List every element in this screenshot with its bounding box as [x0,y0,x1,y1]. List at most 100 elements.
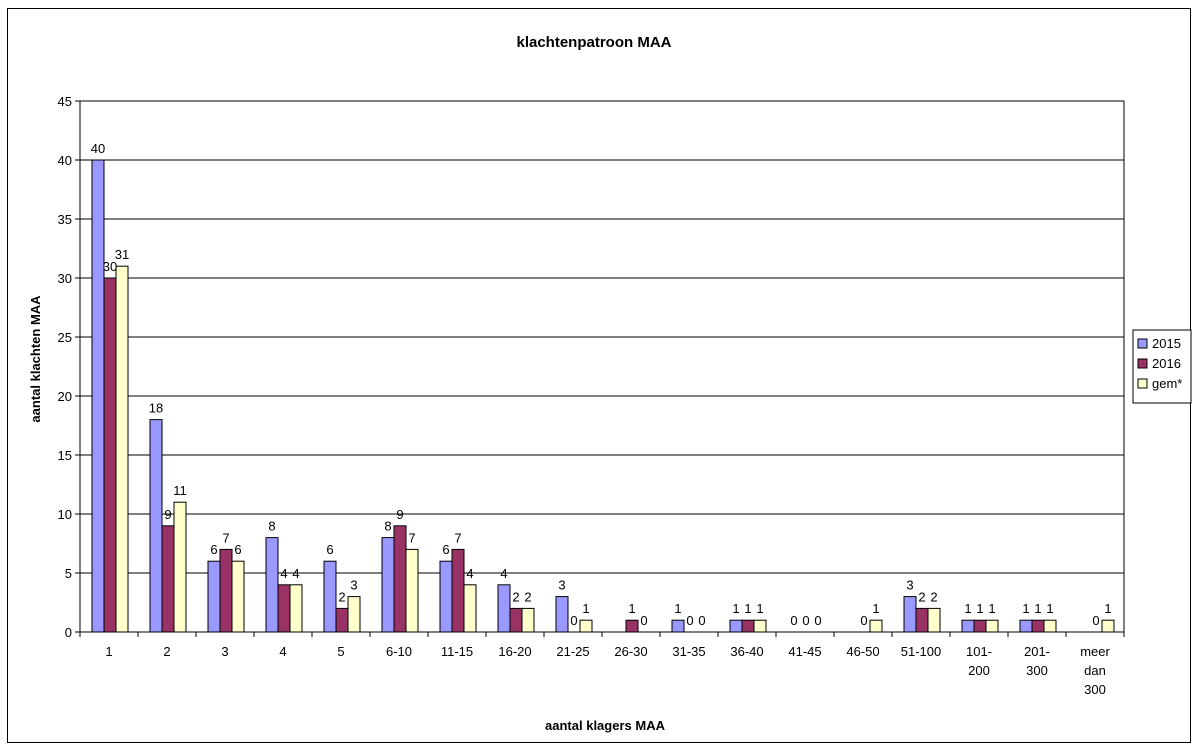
data-label: 1 [756,601,763,616]
x-tick-label: dan [1084,663,1106,678]
x-axis-title: aantal klagers MAA [545,718,666,733]
data-label: 0 [802,613,809,628]
bar-gem [985,619,999,633]
y-tick-label: 10 [58,507,72,522]
data-label: 8 [384,519,391,534]
y-tick-label: 0 [65,625,72,640]
bar-2016 [161,525,175,633]
bar-gem [173,501,187,633]
bar-2016 [393,525,407,633]
bar-2016 [277,584,291,633]
bar-2016 [103,277,117,633]
data-label: 11 [173,483,187,498]
x-tick-label: 6-10 [386,644,412,659]
bar-2015 [903,596,917,633]
data-label: 2 [512,589,519,604]
bar-2016 [219,548,233,633]
x-tick-label: 201- [1024,644,1050,659]
x-tick-label: 41-45 [788,644,821,659]
legend-label: 2016 [1152,356,1181,371]
data-label: 2 [338,589,345,604]
bar-2016 [915,607,929,633]
bar-2016 [1031,619,1045,633]
y-tick-label: 40 [58,153,72,168]
data-label: 8 [268,519,275,534]
data-label: 4 [466,566,473,581]
data-label: 2 [930,589,937,604]
y-tick-label: 5 [65,566,72,581]
data-label: 1 [674,601,681,616]
bar-gem [231,560,245,633]
data-label: 0 [640,613,647,628]
bar-2016 [451,548,465,633]
x-tick-labels: 1 2 3 4 5 6-10 11-15 16-20 21-25 26-30 31-35 36-40 4… [79,632,1125,697]
data-label: 7 [222,530,229,545]
y-tick-label: 25 [58,330,72,345]
y-tick-label: 30 [58,271,72,286]
x-tick-label: 5 [337,644,344,659]
x-tick-label: 21-25 [556,644,589,659]
bar-gem [347,596,361,633]
x-tick-label: 36-40 [730,644,763,659]
y-axis-title: aantal klachten MAA [28,295,43,423]
bar-2015 [439,560,453,633]
x-tick-label: 51-100 [901,644,941,659]
data-label: 1 [1022,601,1029,616]
x-tick-label: 3 [221,644,228,659]
bar-2015 [149,419,163,633]
bar-2015 [265,537,279,633]
data-label: 6 [326,542,333,557]
bar-2015 [729,619,743,633]
chart-title: klachtenpatroon MAA [516,34,671,51]
y-tick-label: 35 [58,212,72,227]
x-tick-label: 31-35 [672,644,705,659]
bar-gem [927,607,941,633]
data-label: 3 [558,578,565,593]
bar-gem [289,584,303,633]
x-tick-label: 1 [105,644,112,659]
data-label: 1 [1104,601,1111,616]
x-tick-label: 26-30 [614,644,647,659]
y-tick-label: 15 [58,448,72,463]
bar-2015 [323,560,337,633]
data-label: 0 [570,613,577,628]
x-tick-label: 16-20 [498,644,531,659]
x-tick-label: 4 [279,644,286,659]
data-label: 7 [408,530,415,545]
bar-gem [579,619,593,633]
bar-gem [521,607,535,633]
bar-gem [1101,619,1115,633]
data-label: 6 [234,542,241,557]
bar-2016 [335,607,349,633]
legend: 2015 2016 gem* [1132,329,1192,404]
data-label: 4 [500,566,507,581]
bar-gem [1043,619,1057,633]
bar-2015 [555,596,569,633]
data-label: 18 [149,401,163,416]
y-tick-label: 45 [58,94,72,109]
data-label: 9 [396,507,403,522]
data-label: 1 [628,601,635,616]
data-label: 30 [103,259,117,274]
x-tick-label: 2 [163,644,170,659]
data-label: 1 [976,601,983,616]
data-label: 6 [210,542,217,557]
x-tick-label: 300 [1026,663,1048,678]
legend-label: 2015 [1152,336,1181,351]
bar-2015 [961,619,975,633]
data-label: 1 [988,601,995,616]
data-label: 40 [91,141,105,156]
data-label: 1 [582,601,589,616]
legend-label: gem* [1152,376,1182,391]
data-label: 1 [1034,601,1041,616]
x-tick-label: meer [1080,644,1110,659]
y-tick-label: 20 [58,389,72,404]
bar-2016 [509,607,523,633]
data-label: 0 [686,613,693,628]
data-label: 1 [744,601,751,616]
data-label: 4 [280,566,287,581]
x-tick-label: 300 [1084,682,1106,697]
bar-2015 [381,537,395,633]
